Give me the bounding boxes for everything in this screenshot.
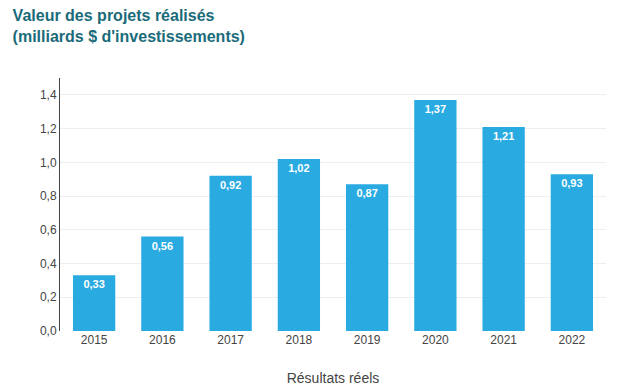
svg-text:2016: 2016 [149, 333, 176, 347]
svg-text:Valeur des projets réalisés(mi: Valeur des projets réalisés(milliards $ … [13, 7, 245, 45]
svg-text:0,0: 0,0 [40, 324, 57, 338]
svg-text:Résultats réels: Résultats réels [287, 370, 380, 386]
svg-text:2019: 2019 [354, 333, 381, 347]
svg-text:0,93: 0,93 [561, 177, 582, 189]
svg-text:1,0: 1,0 [40, 156, 57, 170]
svg-text:2020: 2020 [422, 333, 449, 347]
svg-text:0,56: 0,56 [152, 240, 173, 252]
svg-text:2015: 2015 [81, 333, 108, 347]
svg-text:1,21: 1,21 [493, 130, 514, 142]
svg-text:0,87: 0,87 [356, 187, 377, 199]
svg-text:1,2: 1,2 [40, 122, 57, 136]
svg-text:2022: 2022 [559, 333, 586, 347]
svg-text:0,2: 0,2 [40, 290, 57, 304]
svg-text:0,33: 0,33 [83, 278, 104, 290]
svg-text:0,6: 0,6 [40, 223, 57, 237]
svg-text:0,4: 0,4 [40, 257, 57, 271]
svg-text:1,02: 1,02 [288, 162, 309, 174]
svg-text:0,8: 0,8 [40, 189, 57, 203]
svg-text:0,92: 0,92 [220, 179, 241, 191]
svg-text:2018: 2018 [286, 333, 313, 347]
svg-text:1,37: 1,37 [425, 103, 446, 115]
svg-text:2021: 2021 [490, 333, 517, 347]
svg-text:2017: 2017 [217, 333, 244, 347]
svg-text:1,4: 1,4 [40, 88, 57, 102]
